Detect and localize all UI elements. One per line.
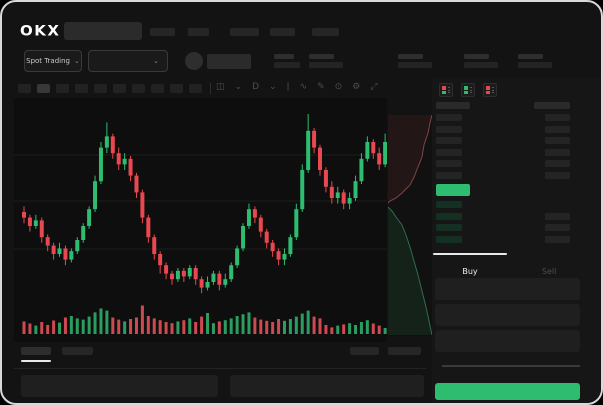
interval-button[interactable] (189, 84, 202, 93)
orderbook-amount-header (534, 102, 570, 109)
nav-item-skeleton[interactable] (150, 28, 175, 36)
right-panel: Buy Sell (432, 78, 601, 403)
buy-submit-button[interactable] (435, 383, 580, 400)
interval-button[interactable] (56, 84, 69, 93)
ask-amount-skeleton (545, 148, 570, 156)
chevron-down-icon[interactable]: ⌄ (234, 82, 243, 92)
ask-price-skeleton[interactable] (436, 160, 462, 167)
bid-amount-skeleton (545, 212, 570, 220)
search-input[interactable] (64, 22, 142, 40)
slider-track (442, 365, 580, 367)
chevron-down-icon: ⌄ (153, 56, 159, 65)
screenshot-icon[interactable]: ⊙ (334, 82, 343, 92)
pair-name-skeleton (207, 54, 251, 69)
ticker-stat-skeleton (398, 54, 432, 68)
ticker-stat-skeleton (464, 54, 498, 68)
ask-price-skeleton[interactable] (436, 137, 462, 144)
chevron-down-icon[interactable]: ⌄ (269, 82, 277, 92)
bid-amount-skeleton (545, 224, 570, 231)
orderbook-mode-switcher (439, 83, 519, 97)
market-type-label: Spot Trading (26, 57, 70, 65)
ask-price-skeleton[interactable] (436, 114, 462, 121)
bid-price-skeleton[interactable] (436, 201, 462, 208)
pair-selector-dropdown[interactable]: ⌄ (88, 50, 168, 72)
bottom-tab-underline (21, 360, 51, 362)
interval-button[interactable] (170, 84, 183, 93)
bottom-action-skeleton[interactable] (350, 347, 379, 355)
ticker-stat-skeleton (309, 54, 343, 68)
orders-row-skeleton (230, 375, 424, 397)
interval-button[interactable] (18, 84, 31, 93)
interval-button[interactable] (151, 84, 164, 93)
bid-price-skeleton[interactable] (436, 212, 462, 220)
divider (14, 368, 426, 369)
order-price-input[interactable] (435, 278, 580, 300)
ticker-stat-skeleton (518, 54, 552, 68)
bottom-tab[interactable] (62, 347, 93, 355)
chevron-down-icon: ⌄ (73, 56, 80, 65)
interval-button[interactable] (132, 84, 145, 93)
bid-price-skeleton[interactable] (436, 224, 462, 231)
interval-button[interactable] (94, 84, 107, 93)
interval-button[interactable] (75, 84, 88, 93)
order-total-input[interactable] (435, 330, 580, 352)
bid-price-skeleton[interactable] (436, 235, 462, 243)
ask-amount-skeleton (545, 114, 570, 121)
fullscreen-icon[interactable]: ⤢ (370, 82, 378, 92)
nav-item-skeleton[interactable] (188, 28, 209, 36)
nav-item-skeleton[interactable] (270, 28, 295, 36)
book-mode-bids-icon[interactable] (461, 83, 475, 97)
ask-amount-skeleton (545, 125, 570, 133)
nav-item-skeleton[interactable] (230, 28, 259, 36)
ask-price-skeleton[interactable] (436, 148, 462, 156)
bottom-tab-active[interactable] (21, 347, 51, 355)
market-type-dropdown[interactable]: Spot Trading ⌄ (24, 50, 82, 72)
ask-price-skeleton[interactable] (436, 171, 462, 179)
depth-display-icon[interactable]: D (252, 82, 259, 92)
interval-button[interactable] (113, 84, 126, 93)
active-tab-indicator (433, 253, 507, 255)
interval-button[interactable] (37, 84, 50, 93)
orderbook-price-header (436, 102, 470, 109)
orders-row-skeleton (21, 375, 218, 397)
tab-sell[interactable]: Sell (541, 267, 557, 276)
tab-buy[interactable]: Buy (462, 267, 478, 276)
ask-amount-skeleton (545, 171, 570, 179)
ask-amount-skeleton (545, 160, 570, 167)
okx-logo: OKX (20, 22, 61, 40)
candle-style-icon[interactable]: ◫ (216, 82, 225, 92)
book-mode-asks-icon[interactable] (483, 83, 497, 97)
draw-tools-icon[interactable]: ✎ (317, 82, 325, 92)
price-chart[interactable] (14, 98, 388, 342)
nav-item-skeleton[interactable] (312, 28, 339, 36)
bid-amount-skeleton (545, 235, 570, 243)
order-amount-input[interactable] (435, 304, 580, 326)
last-price-indicator (436, 184, 470, 196)
toolbar-divider: | (286, 82, 290, 92)
depth-gauge (387, 114, 433, 337)
pair-coin-icon (185, 52, 203, 70)
bottom-action-skeleton[interactable] (388, 347, 421, 355)
last-price-skeleton (274, 54, 300, 68)
ask-amount-skeleton (545, 137, 570, 144)
book-mode-all-icon[interactable] (439, 83, 453, 97)
ask-price-skeleton[interactable] (436, 125, 462, 133)
divider (210, 83, 211, 94)
indicators-icon[interactable]: ∿ (299, 82, 308, 92)
settings-icon[interactable]: ⚙ (352, 82, 361, 92)
